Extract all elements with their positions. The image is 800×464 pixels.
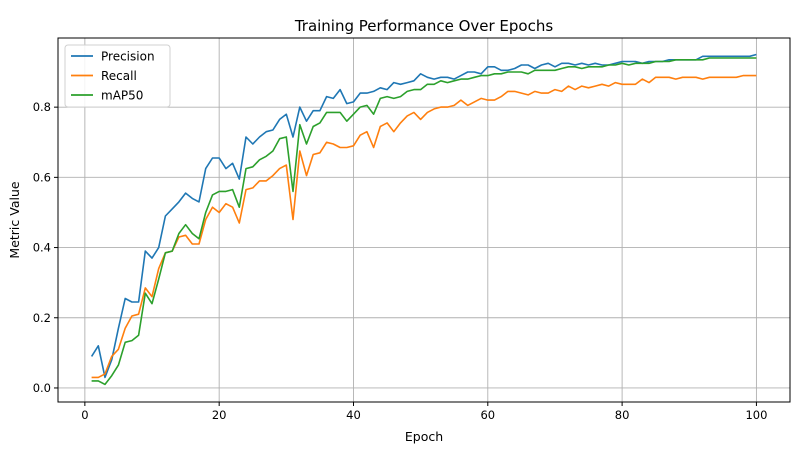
- y-tick-label: 0.4: [33, 241, 51, 255]
- y-tick-label: 0.8: [33, 100, 51, 114]
- series-lines: [90, 53, 757, 386]
- y-axis-label: Metric Value: [7, 181, 22, 258]
- legend: Precision Recall mAP50: [64, 44, 171, 108]
- plot-frame: [57, 37, 791, 403]
- x-tick-label: 60: [480, 408, 495, 422]
- legend-label: Precision: [101, 50, 155, 64]
- x-tick-label: 80: [615, 408, 630, 422]
- x-axis-label: Epoch: [405, 429, 443, 444]
- legend-label: mAP50: [101, 89, 143, 103]
- grid: [58, 38, 790, 402]
- x-tick-label: 100: [745, 408, 767, 422]
- x-tick-label: 20: [212, 408, 227, 422]
- chart-title: Training Performance Over Epochs: [294, 17, 554, 35]
- y-tick-label: 0.2: [33, 311, 51, 325]
- series-line-recall: [91, 74, 757, 379]
- x-tick-label: 0: [81, 408, 88, 422]
- x-tick-label: 40: [346, 408, 361, 422]
- series-line-map50: [91, 57, 757, 386]
- axis-ticks: 0 20 40 60 80 100 0.0 0.2 0.4 0.6 0.8: [33, 100, 768, 422]
- legend-box: [64, 44, 171, 108]
- series-line-precision: [90, 53, 757, 379]
- y-tick-label: 0.6: [33, 170, 51, 184]
- legend-label: Recall: [101, 69, 137, 83]
- y-tick-label: 0.0: [33, 381, 51, 395]
